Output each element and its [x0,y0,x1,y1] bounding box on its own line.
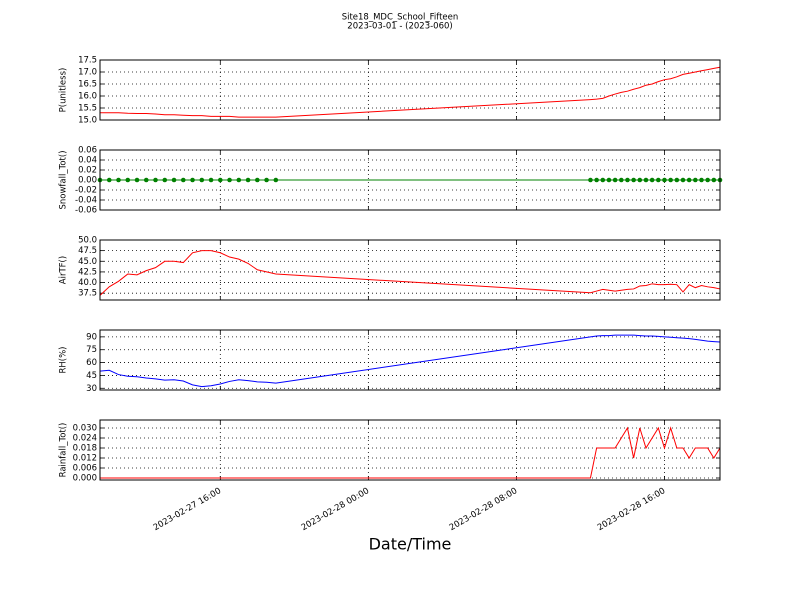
y-tick-label: 90 [86,332,97,342]
data-point [106,177,112,183]
y-tick-label: -0.02 [75,186,97,196]
y-tick-label: 37.5 [78,289,97,299]
y-axis-label: AirTF() [59,256,69,284]
axes-frame [99,149,721,211]
y-tick-label: 0.006 [73,464,97,474]
y-tick-label: 15.0 [78,116,97,126]
y-tick-label: 0.024 [73,434,97,444]
y-tick-label: 0.04 [78,156,97,166]
y-tick-label: 0.00 [78,176,97,186]
data-point [153,177,158,183]
data-point [217,177,223,183]
data-point [255,177,260,183]
data-point [674,177,680,183]
y-tick-label: 0.012 [73,454,97,464]
data-point [693,177,698,183]
data-point [631,177,636,183]
y-tick-label: 60 [86,358,97,368]
x-tick-label: 2023-02-28 00:00 [300,486,371,533]
y-tick-label: 17.0 [78,68,97,78]
data-point [190,177,195,183]
data-point [125,177,131,183]
y-tick-label: 0.06 [78,146,97,156]
y-axis-label: RH(%) [59,346,69,373]
y-tick-label: 47.5 [78,246,97,256]
y-axis-label: Rainfall_Tot() [59,423,69,478]
data-point [656,177,661,183]
data-point [227,177,232,183]
y-tick-label: 42.5 [78,267,97,277]
data-point [649,177,655,183]
y-tick-label: 16.0 [78,92,97,102]
data-point [705,177,710,183]
y-tick-label: -0.04 [75,196,97,206]
data-line [100,426,721,479]
data-point [711,177,717,183]
data-point [662,177,667,183]
data-point [699,177,704,183]
data-line [99,250,721,296]
y-tick-label: 50.0 [78,236,97,246]
data-point [180,177,186,183]
y-tick-label: 17.5 [78,56,97,66]
figure-subtitle: 2023-03-01 - (2023-060) [347,22,452,32]
axes-frame [99,329,721,391]
data-point [134,177,140,183]
data-point [637,177,643,183]
data-point [171,177,177,183]
data-point [208,177,214,183]
data-point [116,177,121,183]
data-point [264,177,269,183]
data-point [236,177,242,183]
data-point [686,177,692,183]
data-point [625,177,630,183]
data-line [100,66,721,118]
figure-title: Site18_MDC_School_Fifteen [342,13,459,23]
axes-frame [99,419,721,481]
data-point [594,177,599,183]
x-tick-label: 2023-02-27 16:00 [152,486,223,533]
y-tick-label: 75 [86,345,97,355]
data-point [680,177,686,183]
data-point [618,177,624,183]
y-tick-label: 0.030 [73,424,97,434]
y-axis-label: P(unitless) [59,68,69,113]
y-axis-label: Snowfall_Tot() [59,150,69,209]
y-tick-label: 30 [86,384,97,394]
data-point [668,177,673,183]
data-point [606,177,612,183]
x-tick-label: 2023-02-28 16:00 [596,486,667,533]
x-axis-label: Date/Time [369,535,452,554]
data-point [600,177,606,183]
data-point [643,177,649,183]
axes-frame [99,59,721,121]
y-tick-label: 45.0 [78,257,97,267]
y-tick-label: 0.000 [73,474,97,484]
data-point [143,177,149,183]
data-point [612,177,618,183]
y-tick-label: 40.0 [78,278,97,288]
y-tick-label: 0.018 [73,444,97,454]
y-tick-label: -0.06 [75,206,97,216]
axes-frame [99,239,721,301]
x-tick-label: 2023-02-28 08:00 [448,486,519,533]
y-tick-label: 16.5 [78,80,97,90]
data-line [99,334,721,388]
y-tick-label: 15.5 [78,104,97,114]
data-point [588,177,593,183]
y-tick-label: 0.02 [78,166,97,176]
y-tick-label: 45 [86,371,97,381]
data-point [162,177,168,183]
data-point [245,177,251,183]
data-point [199,177,205,183]
data-point [273,177,279,183]
